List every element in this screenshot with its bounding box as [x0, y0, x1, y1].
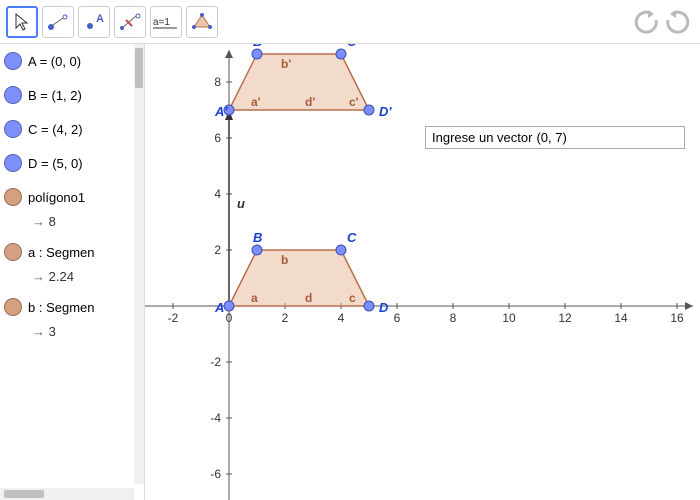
tool-point[interactable]	[42, 6, 74, 38]
algebra-item-value: 8	[0, 214, 144, 235]
algebra-item-text: b : Segmen	[28, 300, 95, 315]
svg-text:A: A	[214, 300, 224, 315]
svg-text:6: 6	[214, 131, 221, 145]
svg-text:B: B	[253, 230, 262, 245]
svg-text:-2: -2	[210, 355, 221, 369]
vector-input-label: Ingrese un vector	[432, 130, 532, 145]
svg-text:-4: -4	[210, 411, 221, 425]
svg-text:C': C'	[347, 44, 360, 49]
algebra-item-text: B = (1, 2)	[28, 88, 82, 103]
vector-input-value[interactable]: (0, 7)	[536, 130, 678, 145]
svg-text:16: 16	[670, 311, 684, 325]
svg-text:d': d'	[305, 95, 315, 109]
svg-text:-6: -6	[210, 467, 221, 481]
svg-text:a=1: a=1	[153, 17, 170, 28]
svg-text:a: a	[251, 291, 258, 305]
svg-text:8: 8	[214, 75, 221, 89]
polygon-icon	[191, 12, 213, 32]
algebra-item-text: a : Segmen	[28, 245, 95, 260]
main-area: A = (0, 0)×B = (1, 2)×C = (4, 2)×D = (5,…	[0, 44, 700, 500]
svg-text:10: 10	[502, 311, 516, 325]
algebra-item[interactable]: a : Segmen×	[0, 235, 144, 269]
svg-text:D: D	[379, 300, 389, 315]
algebra-item[interactable]: B = (1, 2)×	[0, 78, 144, 112]
algebra-dot-icon	[4, 243, 22, 261]
vector-input-box[interactable]: Ingrese un vector (0, 7)	[425, 126, 685, 149]
svg-text:A: A	[96, 13, 104, 25]
svg-text:C: C	[347, 230, 357, 245]
svg-text:4: 4	[338, 311, 345, 325]
algebra-item-text: A = (0, 0)	[28, 54, 81, 69]
graph-panel[interactable]: -2 0 2 4 6 8 10 12 14 16 -6 -4 -2 2 4 6 8 u b a d c A B C Db' a' d'…	[145, 44, 700, 500]
algebra-item-text: polígono1	[28, 190, 85, 205]
algebra-item-text: C = (4, 2)	[28, 122, 83, 137]
two-points-icon	[46, 12, 70, 32]
undo-icon[interactable]	[632, 6, 660, 34]
svg-text:u: u	[237, 196, 245, 211]
svg-text:12: 12	[558, 311, 572, 325]
svg-text:c: c	[349, 291, 356, 305]
algebra-item[interactable]: C = (4, 2)×	[0, 112, 144, 146]
algebra-dot-icon	[4, 120, 22, 138]
algebra-dot-icon	[4, 52, 22, 70]
vector-tool-icon	[118, 12, 142, 32]
svg-text:14: 14	[614, 311, 628, 325]
algebra-scroll-v[interactable]	[134, 44, 144, 484]
svg-text:a': a'	[251, 95, 261, 109]
svg-text:-2: -2	[168, 311, 179, 325]
redo-icon[interactable]	[664, 6, 692, 34]
algebra-dot-icon	[4, 188, 22, 206]
svg-text:b': b'	[281, 57, 291, 71]
slider-icon: a=1	[153, 12, 179, 32]
svg-text:D': D'	[379, 104, 392, 119]
svg-text:B': B'	[253, 44, 266, 49]
toolbar: A a=1	[0, 0, 700, 44]
svg-text:d: d	[305, 291, 312, 305]
svg-text:0: 0	[226, 311, 233, 325]
cursor-icon	[12, 12, 32, 32]
tool-line-point[interactable]: A	[78, 6, 110, 38]
undo-redo-group	[632, 6, 692, 34]
algebra-item-value: 2.24	[0, 269, 144, 290]
algebra-dot-icon	[4, 154, 22, 172]
svg-text:c': c'	[349, 95, 359, 109]
algebra-item[interactable]: D = (5, 0)×	[0, 146, 144, 180]
algebra-dot-icon	[4, 298, 22, 316]
algebra-dot-icon	[4, 86, 22, 104]
algebra-item[interactable]: A = (0, 0)×	[0, 44, 144, 78]
svg-text:b: b	[281, 253, 288, 267]
svg-text:8: 8	[450, 311, 457, 325]
point-label-icon: A	[84, 12, 104, 32]
svg-text:2: 2	[282, 311, 289, 325]
algebra-item-value: 3	[0, 324, 144, 345]
algebra-item[interactable]: b : Segmen×	[0, 290, 144, 324]
tool-move[interactable]	[6, 6, 38, 38]
svg-text:2: 2	[214, 243, 221, 257]
algebra-scroll-h[interactable]	[0, 488, 134, 500]
tool-vector[interactable]	[114, 6, 146, 38]
algebra-item-text: D = (5, 0)	[28, 156, 83, 171]
tool-polygon[interactable]	[186, 6, 218, 38]
svg-text:A': A'	[214, 104, 228, 119]
algebra-panel: A = (0, 0)×B = (1, 2)×C = (4, 2)×D = (5,…	[0, 44, 145, 500]
tool-slider[interactable]: a=1	[150, 6, 182, 38]
svg-text:6: 6	[394, 311, 401, 325]
svg-text:4: 4	[214, 187, 221, 201]
algebra-item[interactable]: polígono1×	[0, 180, 144, 214]
